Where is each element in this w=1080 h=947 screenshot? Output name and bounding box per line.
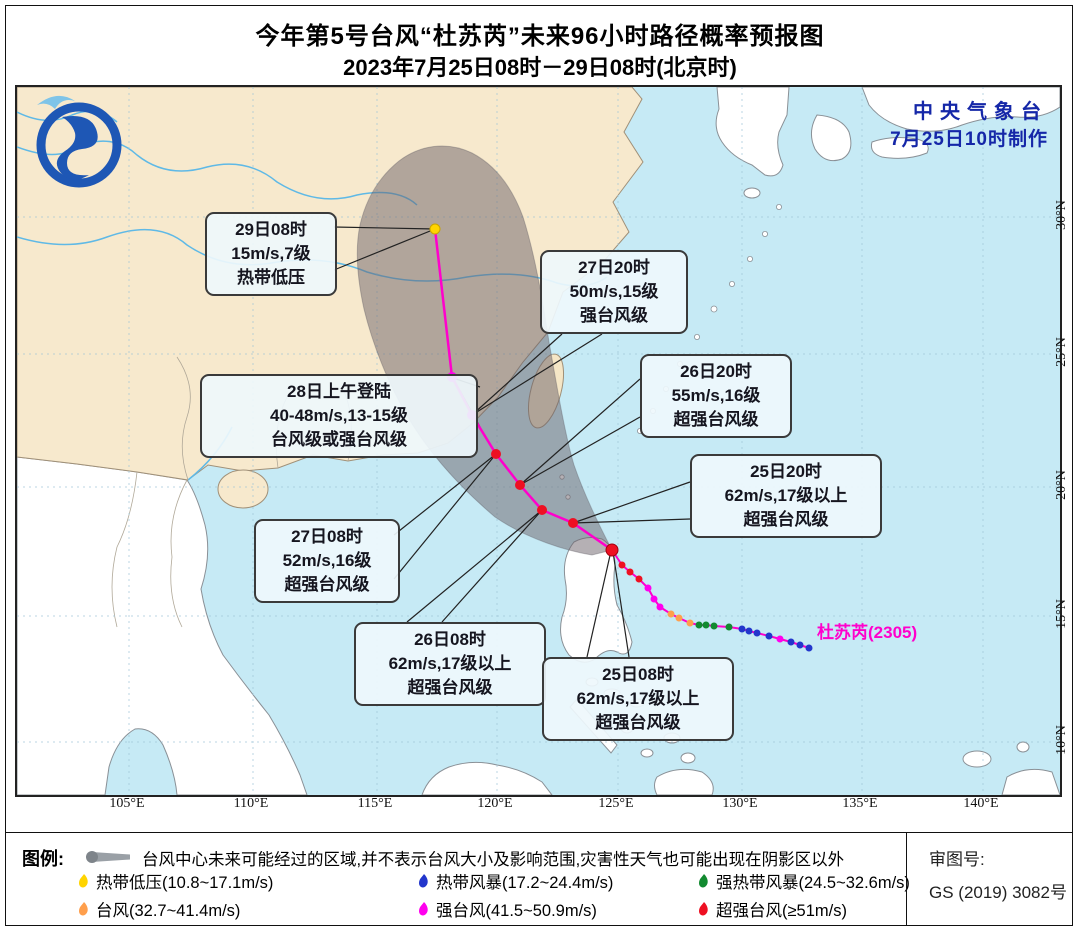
mindanao bbox=[654, 768, 714, 795]
current-position-point bbox=[605, 543, 619, 557]
legend-item-ty: 台风(32.7~41.4m/s) bbox=[78, 897, 240, 921]
lon-tick-label: 110°E bbox=[233, 796, 269, 811]
observed-points bbox=[618, 561, 813, 652]
map-review-number-box: 审图号: GS (2019) 3082号 bbox=[906, 833, 1074, 925]
callout-27d20h: 27日20时 50m/s,15级 强台风级 bbox=[540, 250, 688, 334]
legend-item-super-ty: 超强台风(≥51m/s) bbox=[698, 897, 847, 921]
cone-note: 台风中心未来可能经过的区域,并不表示台风大小及影响范围,灾害性天气也可能出现在阴… bbox=[142, 851, 845, 869]
agency-name: 中央气象台 bbox=[913, 101, 1048, 123]
legend-item-ts: 热带风暴(17.2~24.4m/s) bbox=[418, 869, 613, 893]
typhoon-dot-icon bbox=[79, 901, 88, 915]
lon-tick-label: 135°E bbox=[842, 796, 878, 811]
korea bbox=[715, 87, 790, 177]
borneo bbox=[421, 761, 553, 795]
callout-26d20h: 26日20时 55m/s,16级 超强台风级 bbox=[640, 354, 792, 438]
page-title: 今年第5号台风“杜苏芮”未来96小时路径概率预报图 bbox=[255, 23, 825, 50]
legend-item-sts: 强热带风暴(24.5~32.6m/s) bbox=[698, 869, 910, 893]
review-label: 审图号: bbox=[929, 850, 985, 869]
legend-panel: 图例: 台风中心未来可能经过的区域,并不表示台风大小及影响范围,灾害性天气也可能… bbox=[5, 832, 1073, 926]
cma-logo bbox=[36, 95, 122, 188]
typhoon-dot-icon bbox=[699, 873, 708, 887]
lon-tick-label: 130°E bbox=[722, 796, 758, 811]
lon-tick-label: 140°E bbox=[963, 796, 999, 811]
hainan bbox=[217, 469, 269, 509]
agency-stamp: 中央气象台 7月25日10时制作 bbox=[890, 95, 1048, 151]
japan-shikoku bbox=[871, 137, 929, 159]
observed-track bbox=[611, 549, 813, 652]
typhoon-dot-icon bbox=[419, 901, 428, 915]
callout-29d08h: 29日08时 15m/s,7级 热带低压 bbox=[205, 212, 337, 296]
lon-tick-label: 120°E bbox=[477, 796, 513, 811]
cone-icon bbox=[86, 851, 130, 863]
callout-25d20h: 25日20时 62m/s,17级以上 超强台风级 bbox=[690, 454, 882, 538]
lat-tick-label: 20°N bbox=[1054, 470, 1069, 500]
foreign-land bbox=[17, 87, 1060, 795]
callout-28d-landfall: 28日上午登陆 40-48m/s,13-15级 台风级或强台风级 bbox=[200, 374, 478, 458]
lat-tick-label: 15°N bbox=[1054, 599, 1069, 629]
review-number: GS (2019) 3082号 bbox=[929, 883, 1067, 902]
callout-25d08h: 25日08时 62m/s,17级以上 超强台风级 bbox=[542, 657, 734, 741]
lon-tick-label: 105°E bbox=[109, 796, 145, 811]
legend-caption: 图例: bbox=[22, 849, 64, 869]
legend-item-td: 热带低压(10.8~17.1m/s) bbox=[78, 869, 273, 893]
lon-tick-label: 125°E bbox=[598, 796, 634, 811]
legend-item-sty: 强台风(41.5~50.9m/s) bbox=[418, 897, 597, 921]
japan-kyushu bbox=[811, 114, 852, 162]
lat-tick-label: 30°N bbox=[1054, 200, 1069, 230]
typhoon-dot-icon bbox=[699, 901, 708, 915]
agency-issue-time: 7月25日10时制作 bbox=[890, 129, 1048, 150]
forecast-map: 中央气象台 7月25日10时制作 杜苏芮(2305) 29日08时 15m/s,7… bbox=[15, 85, 1062, 797]
page-subtitle: 2023年7月25日08时－29日08时(北京时) bbox=[343, 55, 737, 80]
lon-tick-label: 115°E bbox=[357, 796, 393, 811]
typhoon-dot-icon bbox=[419, 873, 428, 887]
storm-name-label: 杜苏芮(2305) bbox=[817, 623, 918, 642]
probability-cone bbox=[356, 145, 613, 556]
japan-honshu bbox=[861, 87, 1060, 132]
jeju-island bbox=[743, 187, 761, 199]
lat-tick-label: 25°N bbox=[1054, 337, 1069, 367]
typhoon-dot-icon bbox=[79, 873, 88, 887]
indochina bbox=[17, 456, 308, 795]
callout-26d08h: 26日08时 62m/s,17级以上 超强台风级 bbox=[354, 622, 546, 706]
callout-27d08h: 27日08时 52m/s,16级 超强台风级 bbox=[254, 519, 400, 603]
lat-tick-label: 10°N bbox=[1054, 725, 1069, 755]
final-forecast-point bbox=[429, 223, 441, 235]
